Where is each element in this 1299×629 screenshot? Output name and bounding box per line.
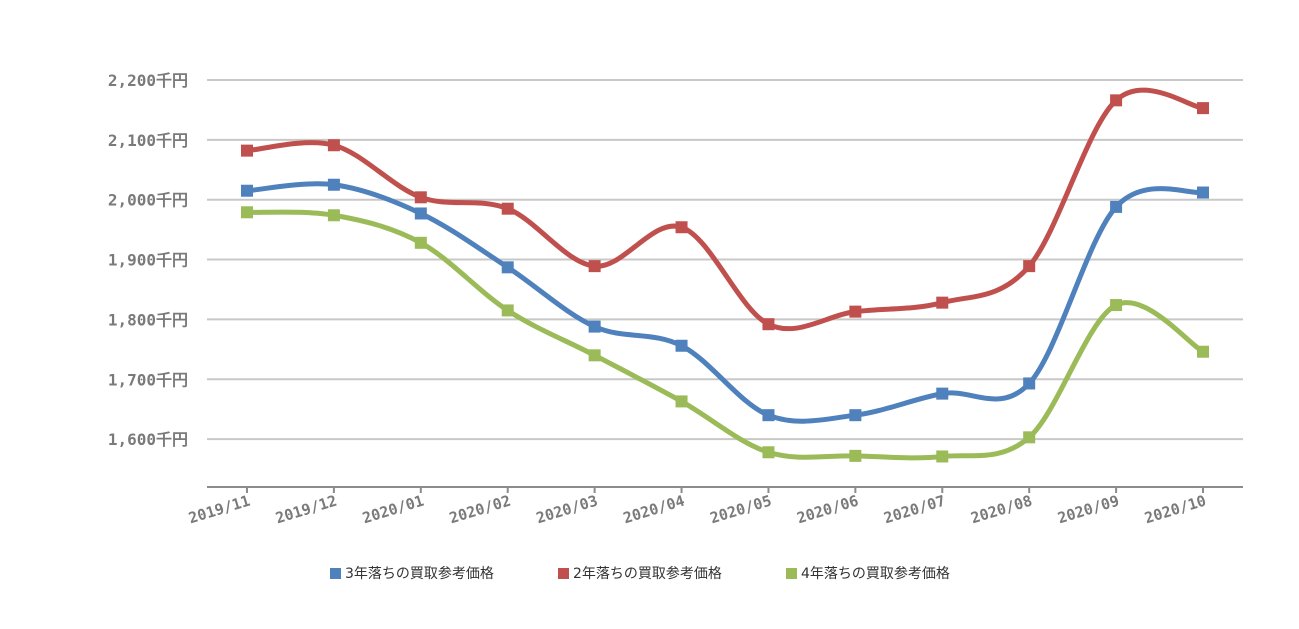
x-tick-label: 2020/03: [534, 492, 600, 528]
legend-label: 4年落ちの買取参考価格: [801, 565, 950, 582]
x-tick-label: 2020/09: [1056, 492, 1122, 528]
legend-label: 3年落ちの買取参考価格: [345, 565, 494, 582]
data-point: [675, 395, 688, 408]
data-point: [501, 304, 514, 317]
data-point: [762, 446, 775, 459]
x-tick-label: 2020/07: [882, 492, 948, 528]
data-point: [327, 178, 340, 191]
data-point: [588, 320, 601, 333]
legend-label: 2年落ちの買取参考価格: [573, 565, 722, 582]
data-point: [849, 409, 862, 422]
x-tick-label: 2020/02: [447, 492, 513, 528]
marker-layer: [241, 94, 1209, 463]
y-tick-label: 2,200千円: [108, 71, 188, 90]
data-point: [762, 318, 775, 331]
data-point: [414, 191, 427, 204]
data-point: [1197, 186, 1209, 199]
x-tick-label: 2019/11: [186, 492, 252, 528]
data-point: [501, 202, 514, 215]
legend: 3年落ちの買取参考価格 2年落ちの買取参考価格 4年落ちの買取参考価格: [330, 565, 950, 582]
x-tick-label: 2020/01: [360, 492, 426, 528]
y-tick-label: 1,700千円: [108, 370, 188, 389]
data-point: [936, 450, 949, 463]
data-point: [936, 387, 949, 400]
legend-swatch: [558, 568, 569, 579]
x-tick-label: 2020/04: [621, 492, 687, 528]
data-point: [1023, 431, 1036, 444]
data-point: [241, 144, 253, 157]
data-point: [1023, 377, 1036, 390]
data-point: [1197, 345, 1209, 358]
data-point: [1110, 299, 1123, 312]
grid-layer: [207, 79, 1243, 441]
x-tick-label: 2019/12: [273, 492, 339, 528]
series-layer: [244, 87, 1206, 461]
data-point: [1110, 200, 1123, 213]
x-tick-label: 2020/06: [795, 492, 861, 528]
y-tick-label: 2,100千円: [108, 131, 188, 150]
y-tick-label: 2,000千円: [108, 191, 188, 210]
data-point: [762, 409, 775, 422]
series-line: [244, 209, 1206, 461]
x-tick-label: 2020/05: [708, 492, 774, 528]
data-point: [1110, 94, 1123, 107]
data-point: [327, 209, 340, 222]
data-point: [241, 184, 253, 197]
data-point: [675, 221, 688, 234]
legend-swatch: [330, 568, 341, 579]
data-point: [849, 449, 862, 462]
data-point: [1023, 260, 1036, 273]
data-point: [1197, 102, 1209, 115]
y-tick-label: 1,800千円: [108, 310, 188, 329]
data-point: [588, 349, 601, 362]
data-point: [327, 139, 340, 152]
data-point: [936, 296, 949, 309]
y-tick-label: 1,600千円: [108, 430, 188, 449]
data-point: [675, 339, 688, 352]
data-point: [414, 236, 427, 249]
data-point: [501, 261, 514, 274]
x-tick-label: 2020/08: [969, 492, 1035, 528]
data-point: [241, 206, 253, 219]
y-tick-label: 1,900千円: [108, 251, 188, 270]
x-tick-label: 2020/10: [1142, 492, 1208, 528]
data-point: [588, 260, 601, 273]
data-point: [849, 305, 862, 318]
series-line: [244, 87, 1206, 332]
series-line: [244, 181, 1206, 424]
data-point: [414, 207, 427, 220]
legend-swatch: [786, 568, 797, 579]
